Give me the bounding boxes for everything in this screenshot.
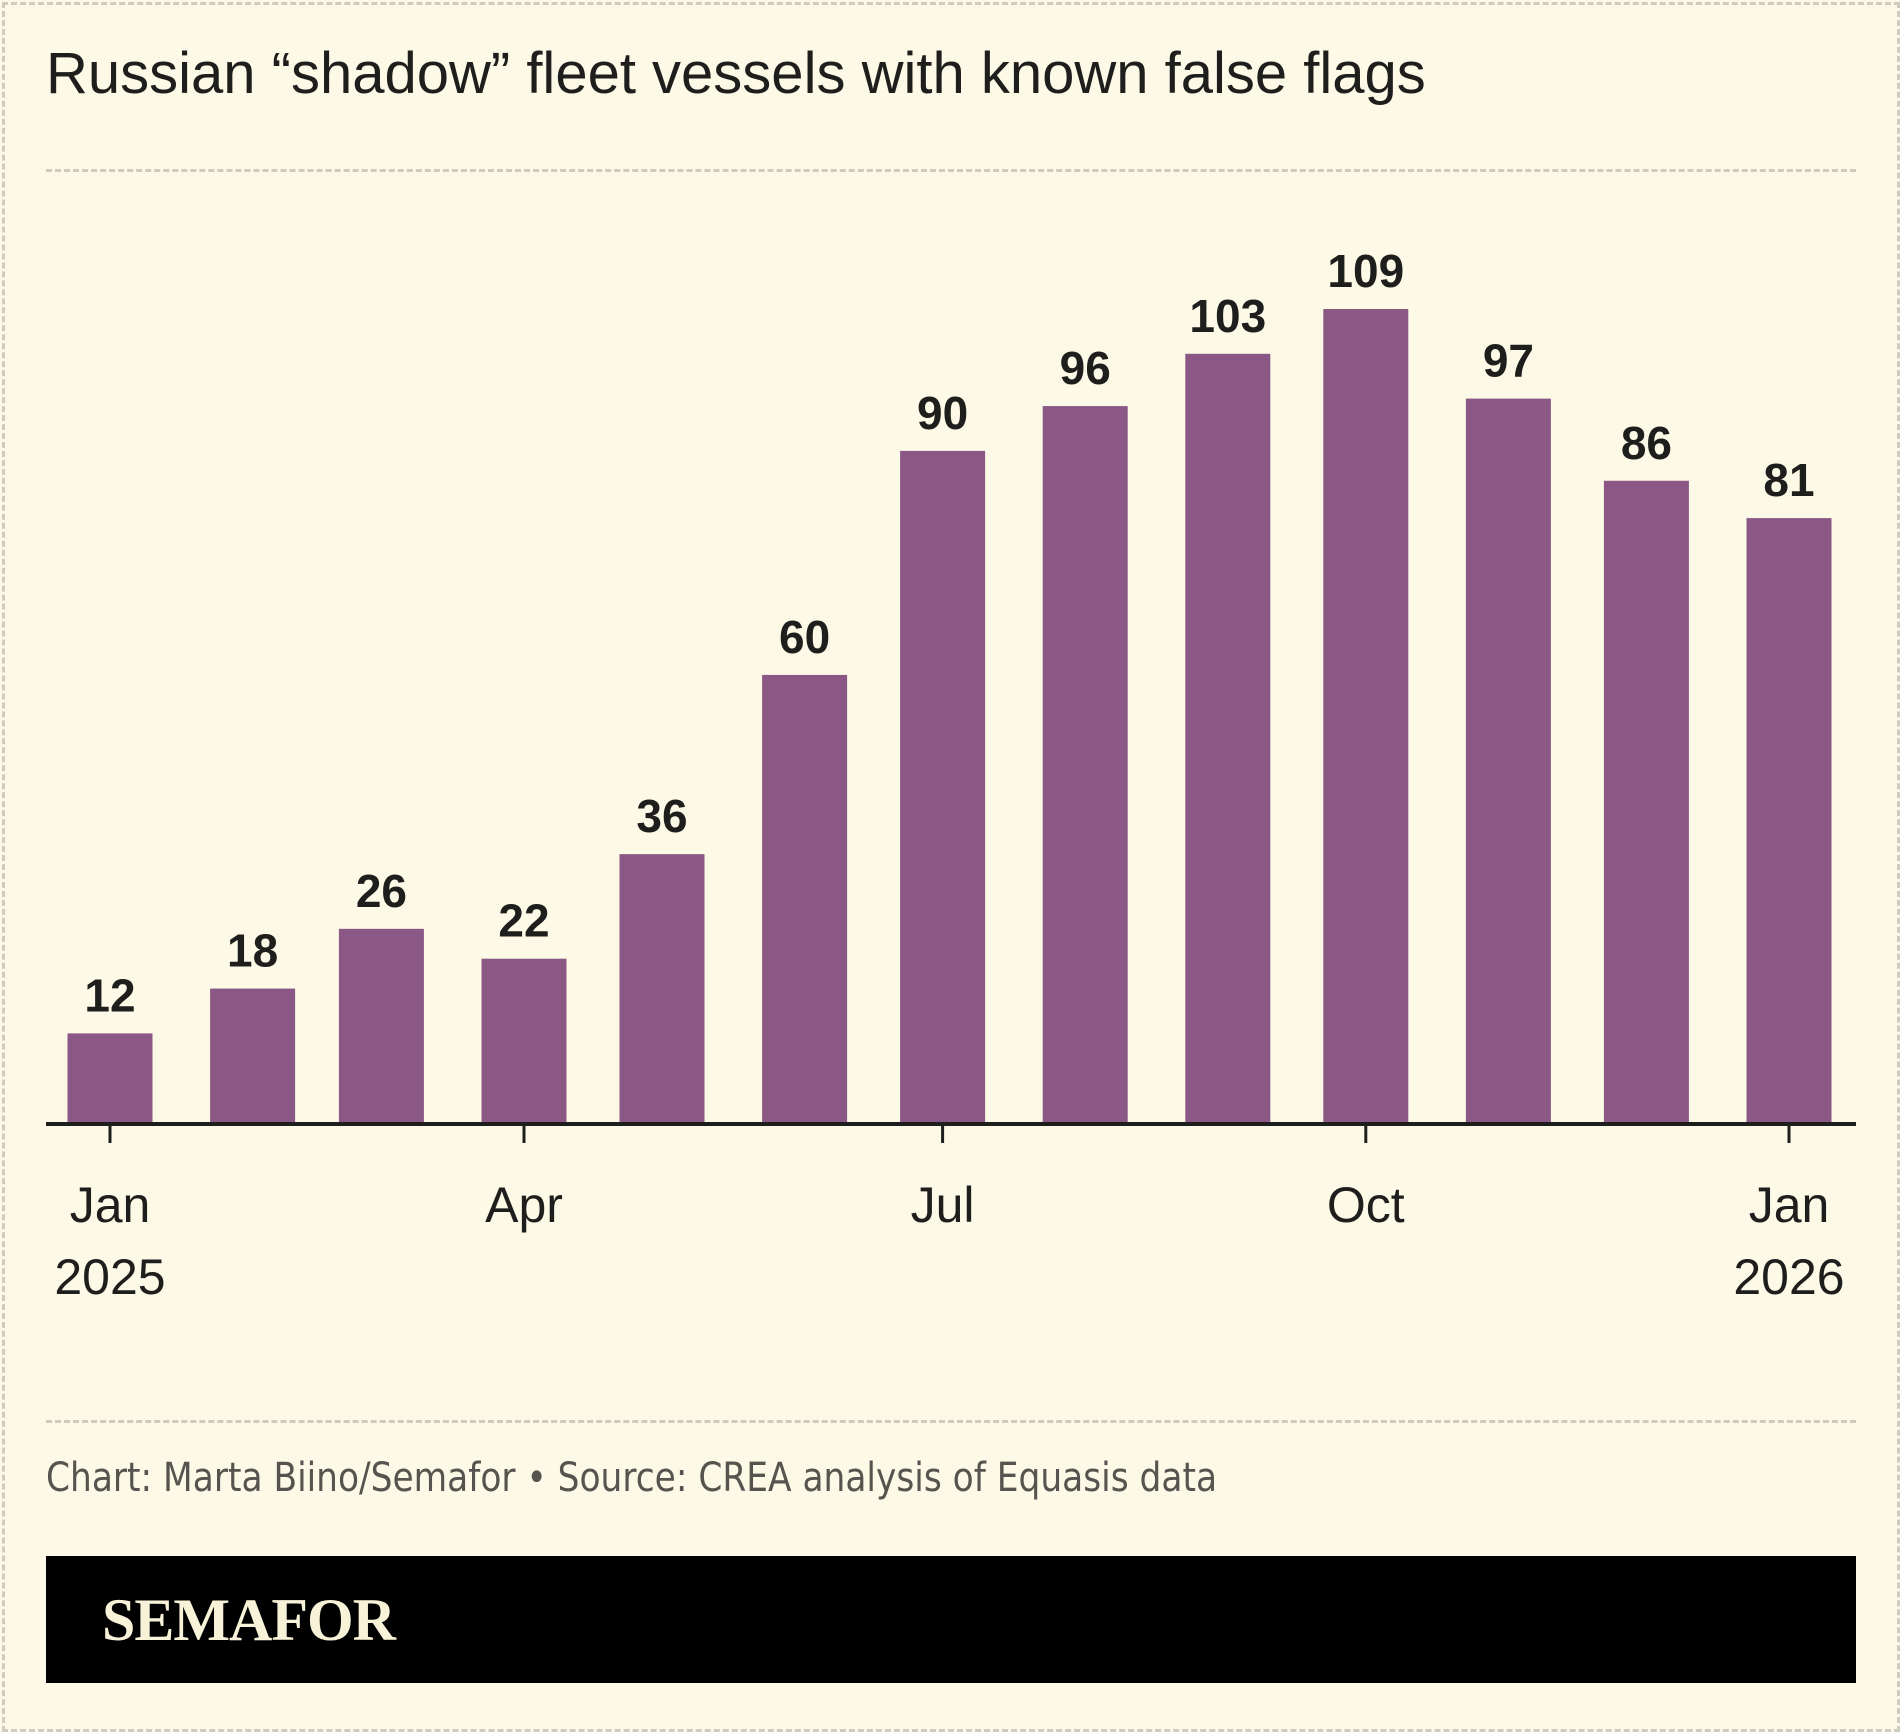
data-label: 60 [779, 611, 830, 663]
data-label: 90 [917, 387, 968, 439]
bar [210, 988, 296, 1123]
x-tick-year-label: 2026 [1733, 1249, 1844, 1305]
data-label: 26 [356, 865, 407, 917]
data-label: 18 [227, 925, 278, 977]
chart-title: Russian “shadow” fleet vessels with know… [46, 41, 1426, 106]
bar [900, 450, 986, 1124]
bar [1465, 398, 1551, 1123]
data-label: 12 [84, 969, 135, 1021]
x-tick-label: Jan [1749, 1177, 1830, 1233]
source-note: Chart: Marta Biino/Semafor • Source: CRE… [46, 1455, 1218, 1501]
data-label: 86 [1621, 417, 1672, 469]
data-label: 103 [1189, 290, 1266, 342]
x-tick-year-label: 2025 [54, 1249, 165, 1305]
x-tick-label: Jan [70, 1177, 151, 1233]
bar [762, 674, 848, 1123]
top-divider [46, 169, 1856, 172]
data-label: 97 [1483, 335, 1534, 387]
bar [1323, 309, 1409, 1123]
semafor-logo: SEMAFOR [102, 1587, 396, 1653]
x-tick-label: Apr [485, 1177, 563, 1233]
x-tick-label: Oct [1327, 1177, 1405, 1233]
bar-chart: 12 18 26 22 36 60 90 96 103 109 97 86 81 Jan 2025 Apr Ju… [46, 245, 1856, 1305]
bar [338, 928, 424, 1123]
data-label: 81 [1763, 454, 1814, 506]
bar [481, 958, 567, 1123]
data-label: 36 [636, 790, 687, 842]
bar [1603, 480, 1689, 1123]
bar [1185, 353, 1271, 1123]
brand-band: SEMAFOR [46, 1556, 1856, 1683]
data-label: 109 [1327, 245, 1404, 297]
data-label: 96 [1060, 342, 1111, 394]
bar [67, 1033, 153, 1123]
bottom-divider [46, 1420, 1856, 1423]
data-label: 22 [498, 895, 549, 947]
x-tick-label: Jul [911, 1177, 975, 1233]
bar [619, 854, 705, 1123]
bar [1042, 406, 1128, 1123]
bar [1746, 518, 1832, 1123]
